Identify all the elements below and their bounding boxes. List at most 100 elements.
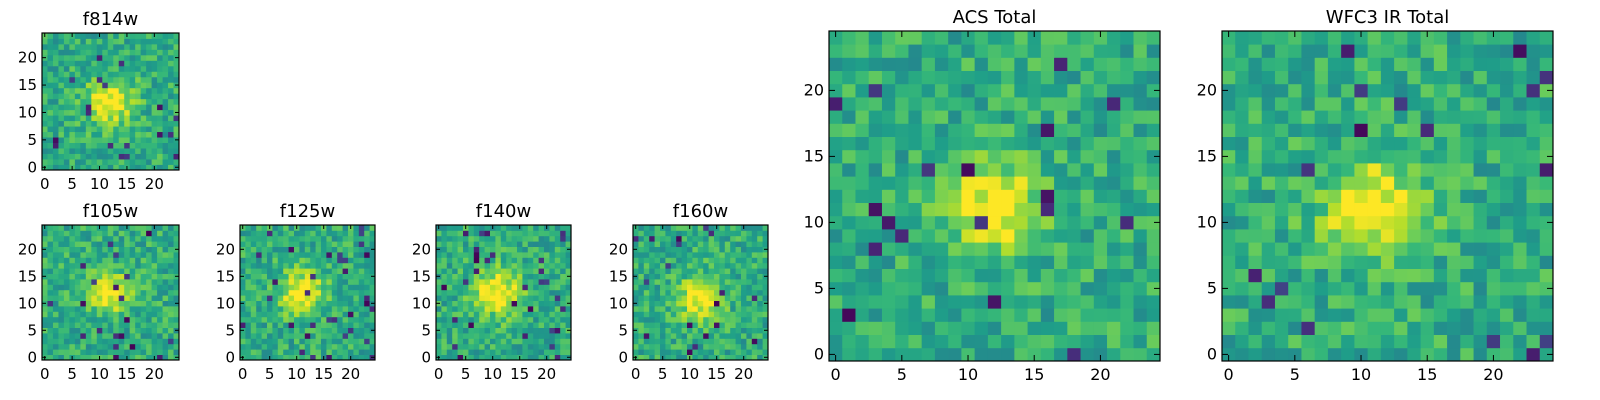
heatmap-cell	[364, 225, 370, 231]
heatmap-cell	[52, 60, 59, 67]
heatmap-cell	[1107, 255, 1121, 269]
heatmap-cell	[649, 343, 655, 350]
heatmap-cell	[107, 65, 114, 72]
heatmap-cell	[490, 246, 496, 253]
heatmap-cell	[934, 31, 949, 45]
heatmap-cell	[162, 153, 169, 160]
heatmap-cell	[102, 327, 109, 334]
heatmap-cell	[1327, 149, 1342, 164]
heatmap-cell	[490, 284, 496, 291]
heatmap-cell	[1380, 31, 1395, 45]
y-tick-label: 5	[1207, 278, 1217, 297]
heatmap-cell	[643, 284, 650, 291]
heatmap-cell	[1107, 57, 1121, 71]
heatmap-cell	[1274, 123, 1289, 137]
heatmap-cell	[52, 333, 59, 339]
heatmap-cell	[719, 268, 726, 274]
heatmap-cell	[294, 230, 300, 237]
heatmap-cell	[118, 333, 125, 339]
heatmap-cell	[554, 295, 561, 301]
heatmap-cell	[638, 262, 645, 269]
heatmap-cell	[829, 242, 843, 256]
heatmap-cell	[135, 252, 142, 258]
heatmap-cell	[288, 311, 295, 318]
heatmap-cell	[261, 257, 268, 264]
heatmap-cell	[63, 82, 70, 89]
heatmap-cell	[47, 262, 54, 269]
heatmap-cell	[358, 273, 365, 280]
heatmap-cell	[321, 284, 327, 291]
heatmap-cell	[560, 306, 566, 312]
heatmap-cell	[1433, 83, 1448, 98]
heatmap-cell	[1222, 110, 1236, 124]
heatmap-cell	[129, 235, 136, 242]
heatmap-cell	[151, 43, 158, 50]
heatmap-cell	[457, 300, 464, 307]
heatmap-cell	[157, 76, 163, 83]
heatmap-cell	[506, 343, 512, 350]
heatmap-cell	[1054, 202, 1068, 217]
heatmap-cell	[735, 241, 742, 247]
heatmap-cell	[321, 300, 327, 307]
axes-frame	[239, 224, 376, 361]
heatmap-cell	[80, 115, 87, 122]
heatmap-cell	[348, 257, 354, 264]
heatmap-cell	[288, 246, 295, 253]
heatmap-cell	[1054, 31, 1068, 45]
heatmap-cell	[495, 354, 502, 361]
heatmap-cell	[310, 327, 316, 334]
heatmap-cell	[124, 65, 131, 72]
heatmap-cell	[107, 311, 114, 318]
heatmap-cell	[288, 279, 295, 285]
heatmap-cell	[1054, 44, 1068, 58]
heatmap-cell	[47, 159, 54, 165]
heatmap-cell	[554, 322, 561, 328]
heatmap-cell	[1407, 136, 1421, 151]
heatmap-cell	[829, 268, 843, 283]
heatmap-cell	[842, 255, 856, 269]
heatmap-cell	[560, 225, 566, 231]
heatmap-cell	[157, 257, 163, 264]
heatmap-cell	[1433, 149, 1448, 164]
heatmap-cell	[842, 215, 856, 230]
heatmap-cell	[140, 311, 147, 318]
heatmap-cell	[511, 349, 518, 355]
heatmap-cell	[687, 316, 693, 323]
heatmap-cell	[135, 120, 142, 127]
heatmap-cell	[173, 279, 180, 285]
heatmap-cell	[321, 343, 327, 350]
heatmap-cell	[157, 33, 163, 39]
heatmap-cell	[277, 289, 284, 296]
heatmap-cell	[63, 120, 70, 127]
heatmap-cell	[565, 338, 572, 345]
heatmap-cell	[283, 316, 289, 323]
heatmap-cell	[358, 316, 365, 323]
heatmap-cell	[168, 98, 174, 105]
heatmap-cell	[948, 110, 962, 124]
heatmap-cell	[91, 306, 98, 312]
heatmap-cell	[173, 241, 180, 247]
heatmap-cell	[102, 300, 109, 307]
heatmap-cell	[468, 295, 475, 301]
heatmap-cell	[277, 252, 284, 258]
heatmap-cell	[452, 316, 458, 323]
heatmap-cell	[881, 268, 896, 283]
heatmap-cell	[288, 300, 295, 307]
heatmap-cell	[527, 316, 534, 323]
heatmap-cell	[85, 268, 92, 274]
x-tick-label: 0	[40, 365, 50, 383]
heatmap-cell	[1367, 255, 1382, 269]
heatmap-cell	[1500, 110, 1514, 124]
heatmap-cell	[527, 333, 534, 339]
heatmap-cell	[135, 316, 142, 323]
heatmap-cell	[1341, 255, 1355, 269]
heatmap-cell	[267, 273, 273, 280]
heatmap-cell	[69, 60, 76, 67]
heatmap-cell	[157, 82, 163, 89]
heatmap-cell	[96, 252, 103, 258]
heatmap-cell	[52, 98, 59, 105]
heatmap-cell	[1001, 189, 1015, 203]
heatmap-cell	[468, 284, 475, 291]
heatmap-cell	[157, 268, 163, 274]
heatmap-cell	[921, 57, 936, 71]
